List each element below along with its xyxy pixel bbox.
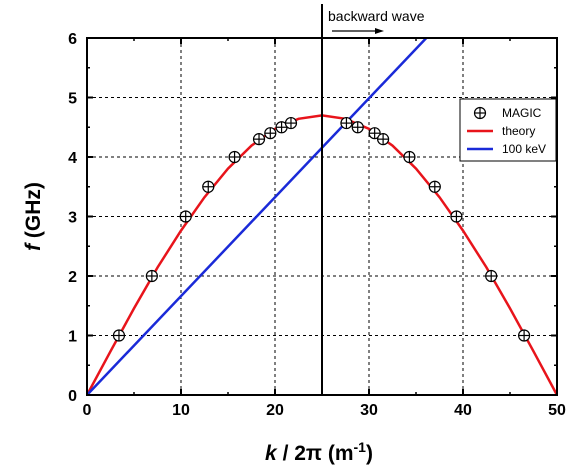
legend-entry: theory <box>467 124 535 138</box>
backward-wave-arrow <box>332 28 384 34</box>
x-axis-title-sup: -1 <box>354 439 367 455</box>
y-tick-label: 4 <box>68 150 77 167</box>
x-axis-title-end: ) <box>366 442 373 465</box>
y-tick-label: 0 <box>68 388 77 405</box>
data-point <box>340 116 353 130</box>
x-axis-title-k: k <box>265 442 278 465</box>
x-tick-label: 40 <box>454 402 472 419</box>
x-tick-label: 10 <box>172 402 190 419</box>
legend-label: 100 keV <box>502 142 546 156</box>
data-point <box>228 150 241 164</box>
arrow-head <box>375 28 384 34</box>
legend-label: MAGIC <box>502 106 542 120</box>
y-tick-label: 2 <box>68 269 77 286</box>
y-tick-label: 1 <box>68 329 77 346</box>
y-axis-title-f: f <box>22 242 45 251</box>
data-point <box>252 133 266 146</box>
legend-marker-icon <box>473 106 487 120</box>
legend-entry: 100 keV <box>467 142 546 156</box>
x-tick-label: 50 <box>548 402 566 419</box>
legend-entry: MAGIC <box>473 106 542 120</box>
backward-wave-label: backward wave <box>328 8 425 24</box>
y-tick-label: 5 <box>68 91 77 108</box>
tick-labels: 0 10 20 30 40 50 0 1 2 3 4 5 6 <box>68 31 566 419</box>
x-tick-label: 30 <box>360 402 378 419</box>
y-tick-label: 6 <box>68 31 77 48</box>
x-axis-title: k / 2π (m-1) <box>265 439 373 465</box>
data-point <box>517 329 531 342</box>
y-tick-label: 3 <box>68 210 77 227</box>
x-axis-title-mid: / 2π (m <box>277 442 354 465</box>
data-point <box>112 329 126 342</box>
y-axis-title: f (GHz) <box>22 182 45 251</box>
data-point <box>284 116 298 130</box>
data-point <box>485 269 498 283</box>
data-point <box>264 127 277 140</box>
legend: MAGIC theory 100 keV <box>459 98 557 162</box>
x-tick-label: 20 <box>266 402 284 419</box>
data-point <box>450 210 463 223</box>
data-point <box>377 133 390 146</box>
series-line-100-kev <box>86 37 428 396</box>
data-point <box>368 127 381 140</box>
y-axis-title-rest: (GHz) <box>22 182 45 244</box>
data-point <box>202 180 215 193</box>
data-point <box>351 121 364 134</box>
data-point <box>428 180 441 193</box>
magic-markers <box>112 116 531 342</box>
x-tick-label: 0 <box>83 402 92 419</box>
data-point <box>179 210 192 223</box>
legend-label: theory <box>502 124 535 138</box>
data-point <box>403 150 416 164</box>
data-point <box>145 269 158 283</box>
